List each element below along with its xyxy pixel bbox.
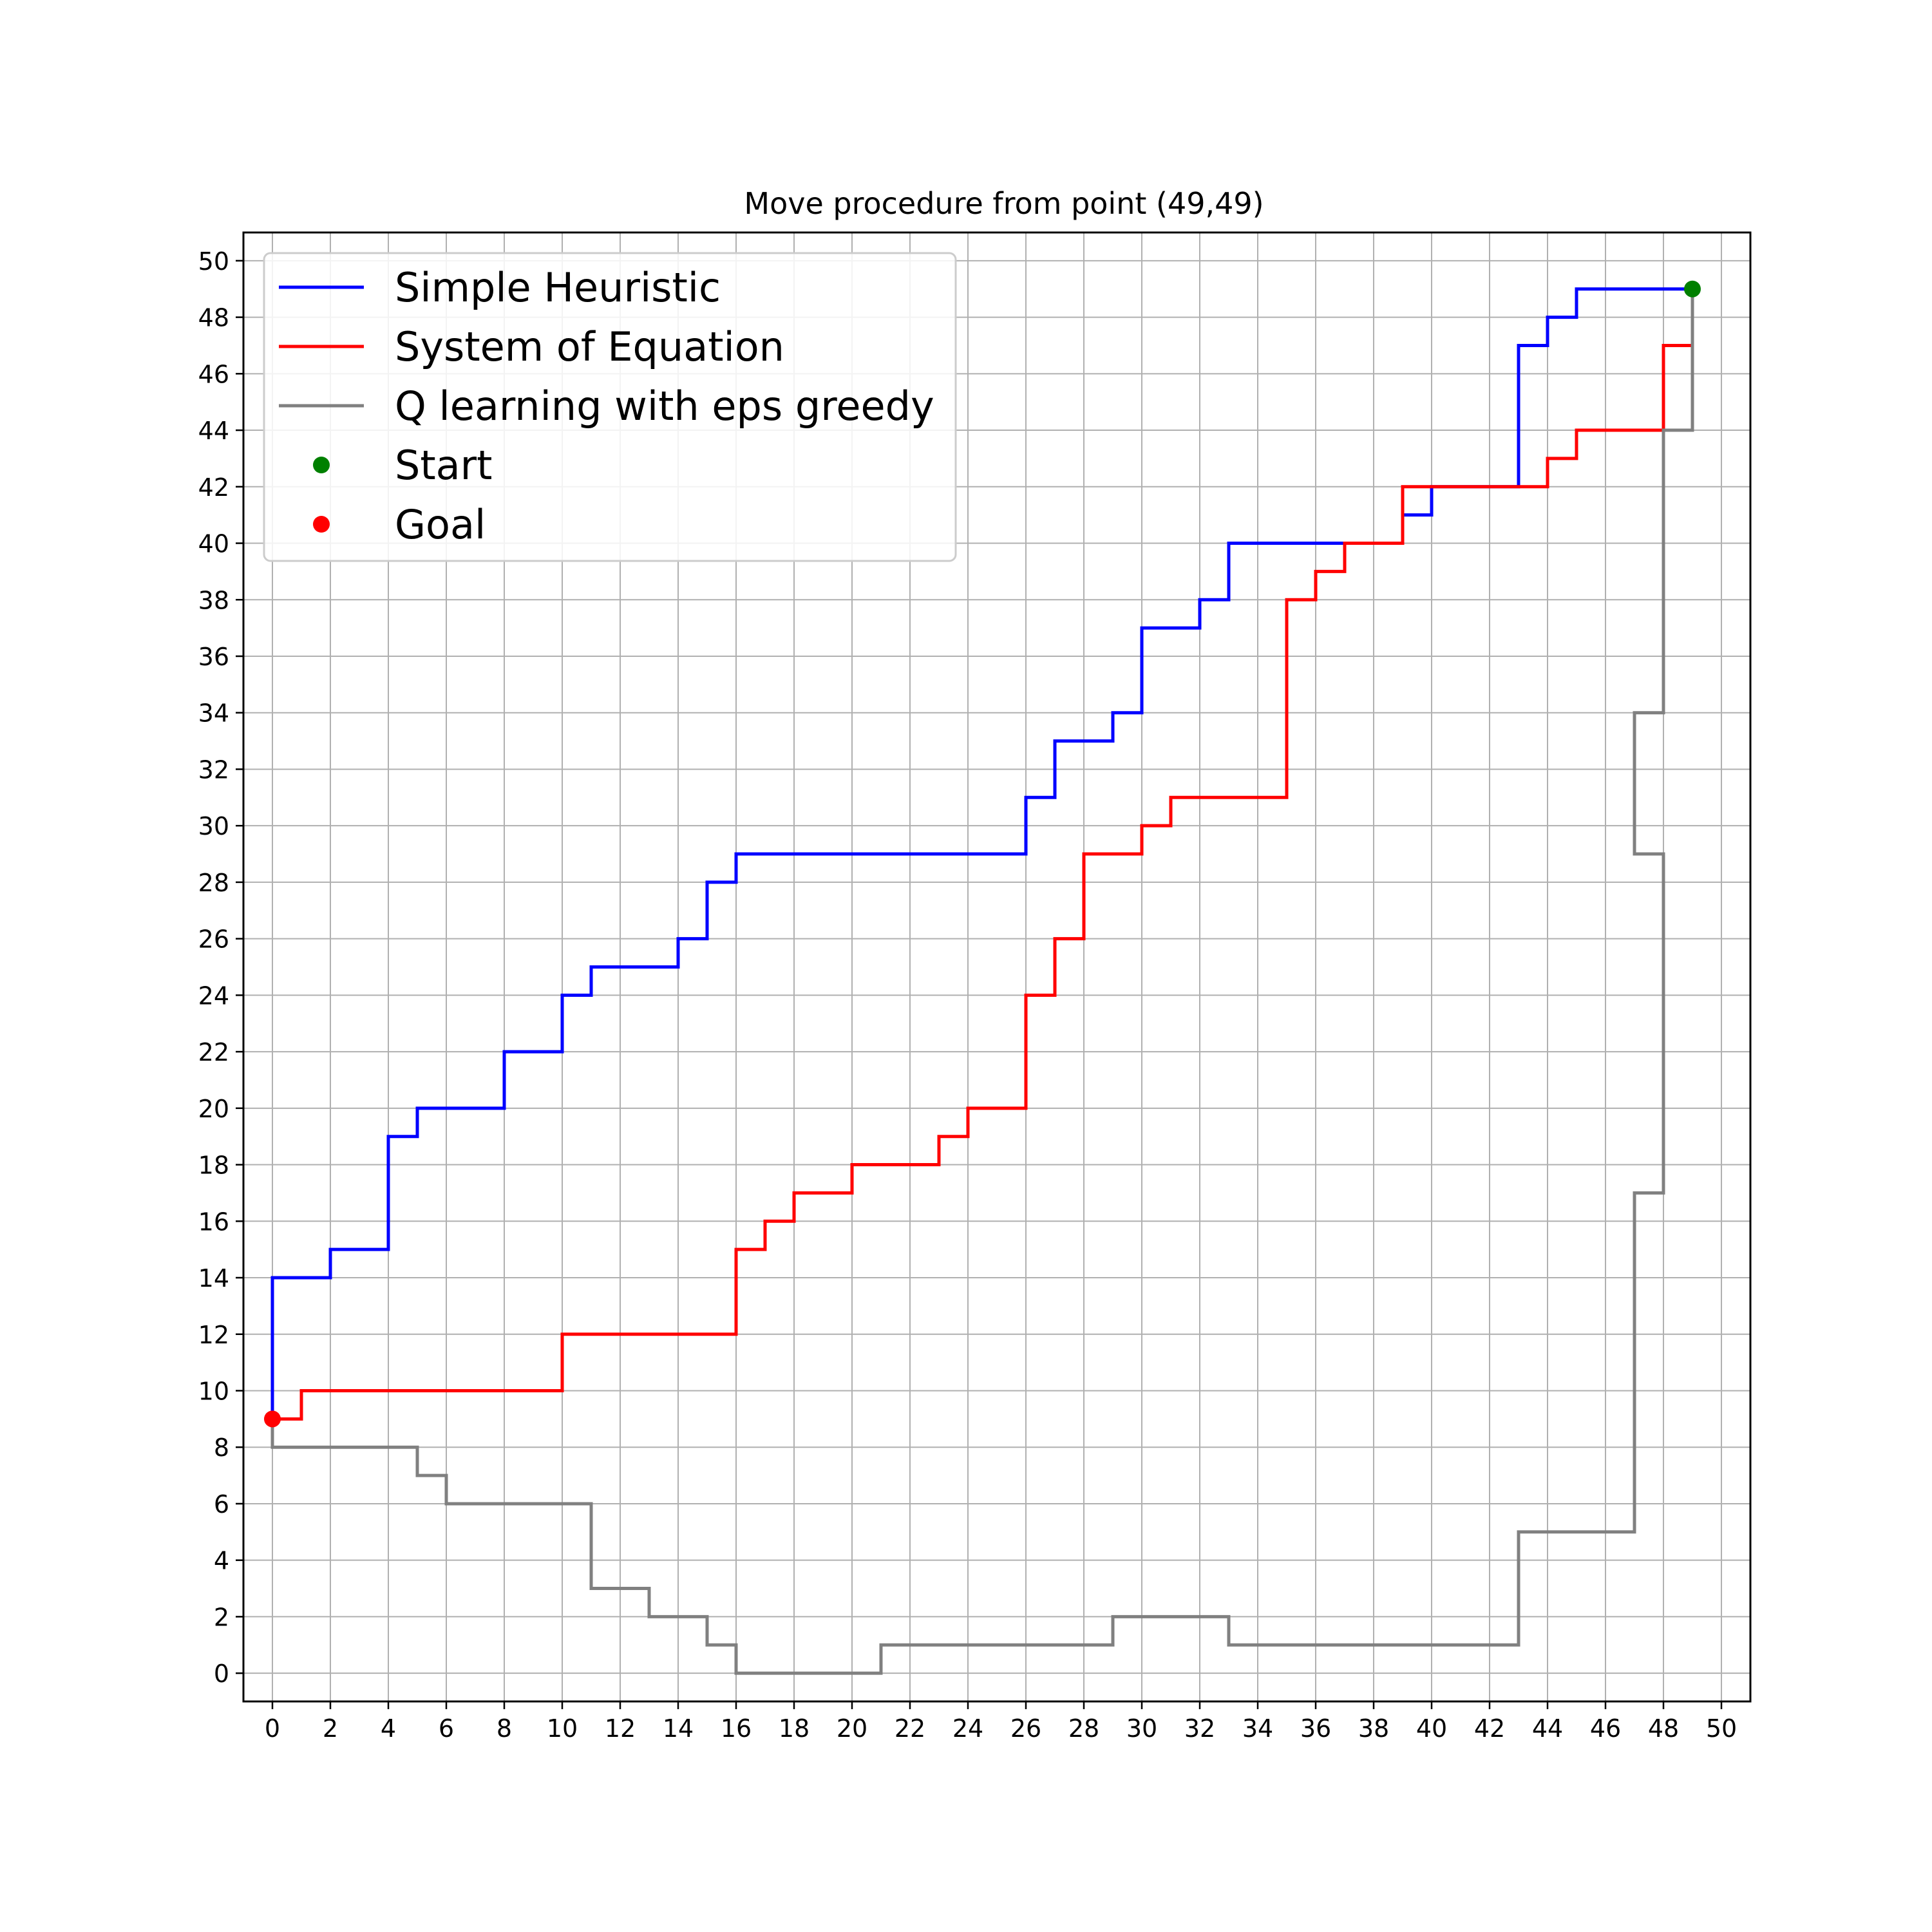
legend-box (263, 252, 957, 562)
x-tick-label: 30 (1126, 1714, 1157, 1743)
x-tick-label: 22 (895, 1714, 925, 1743)
y-tick-label: 6 (214, 1490, 229, 1519)
x-tick-label: 10 (547, 1714, 578, 1743)
x-tick-label: 42 (1474, 1714, 1505, 1743)
y-tick-label: 44 (198, 417, 229, 445)
x-tick-label: 18 (779, 1714, 810, 1743)
legend-label: Start (395, 442, 492, 489)
x-tick-label: 8 (497, 1714, 512, 1743)
y-tick-label: 12 (198, 1321, 229, 1349)
x-tick-label: 46 (1590, 1714, 1621, 1743)
y-tick-label: 30 (198, 812, 229, 840)
legend-label: Goal (395, 501, 486, 548)
series-lines (270, 287, 1694, 1675)
x-tick-label: 12 (605, 1714, 636, 1743)
x-tick-label: 20 (837, 1714, 867, 1743)
x-tick-label: 4 (381, 1714, 396, 1743)
y-tick-label: 40 (198, 530, 229, 558)
y-tick-label: 38 (198, 586, 229, 614)
x-tick-label: 14 (663, 1714, 694, 1743)
y-tick-label: 0 (214, 1660, 229, 1688)
y-tick-label: 22 (198, 1038, 229, 1066)
x-tick-label: 44 (1532, 1714, 1563, 1743)
x-tick-label: 50 (1706, 1714, 1737, 1743)
y-tick-label: 32 (198, 755, 229, 784)
y-tick-label: 16 (198, 1208, 229, 1236)
x-tick-label: 36 (1300, 1714, 1331, 1743)
x-tick-label: 34 (1242, 1714, 1273, 1743)
plot-frame (242, 231, 1752, 1703)
legend-dot-swatch (313, 516, 330, 533)
y-tick-label: 4 (214, 1547, 229, 1575)
goal-marker (264, 1410, 281, 1428)
axis-ticks: 0 2 4 6 8 10 12 14 16 18 20 22 24 26 28 30 32 34 36 38 40 42 4… (198, 247, 1738, 1743)
y-tick-label: 50 (198, 247, 229, 276)
start-marker (1684, 280, 1701, 298)
y-tick-label: 48 (198, 304, 229, 332)
x-tick-label: 0 (265, 1714, 280, 1743)
x-tick-label: 16 (721, 1714, 752, 1743)
chart-title: Move procedure from point (49,49) (744, 186, 1264, 221)
series-line-2 (270, 343, 1694, 1421)
y-tick-label: 24 (198, 981, 229, 1010)
series-line-3 (270, 287, 1694, 1675)
y-tick-label: 42 (198, 473, 229, 502)
legend-dot-swatch (313, 457, 330, 473)
y-tick-label: 34 (198, 699, 229, 728)
x-tick-label: 32 (1184, 1714, 1215, 1743)
y-tick-label: 36 (198, 643, 229, 671)
y-tick-label: 46 (198, 360, 229, 388)
x-tick-label: 26 (1010, 1714, 1041, 1743)
y-tick-label: 2 (214, 1603, 229, 1631)
y-tick-label: 28 (198, 869, 229, 897)
y-tick-label: 26 (198, 925, 229, 954)
y-tick-label: 14 (198, 1264, 229, 1293)
y-tick-label: 18 (198, 1151, 229, 1180)
legend: Simple Heuristic System of Equation Q lear… (263, 252, 957, 562)
x-tick-label: 24 (952, 1714, 983, 1743)
x-tick-label: 6 (439, 1714, 454, 1743)
markers (264, 280, 1701, 1428)
legend-label: Q learning with eps greedy (395, 383, 934, 430)
y-tick-label: 20 (198, 1095, 229, 1123)
x-tick-label: 48 (1648, 1714, 1679, 1743)
x-tick-label: 28 (1068, 1714, 1099, 1743)
x-tick-label: 38 (1358, 1714, 1389, 1743)
y-tick-label: 8 (214, 1434, 229, 1462)
legend-label: Simple Heuristic (395, 264, 721, 311)
y-tick-label: 10 (198, 1377, 229, 1405)
legend-label: System of Equation (395, 323, 784, 370)
x-tick-label: 40 (1416, 1714, 1447, 1743)
x-tick-label: 2 (323, 1714, 338, 1743)
